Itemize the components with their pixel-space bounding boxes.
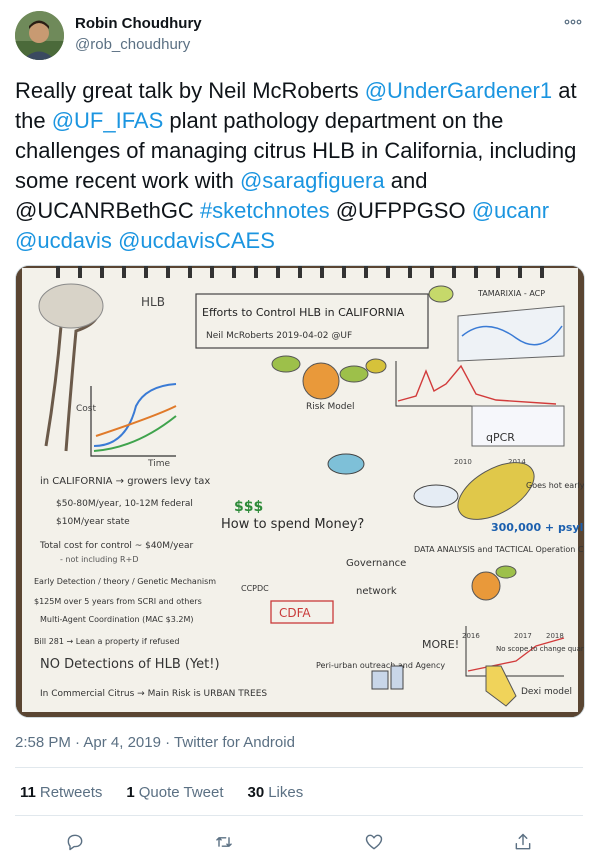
bill-281: Bill 281 → Lean a property if refused bbox=[34, 637, 179, 646]
ccpdc-label: CCPDC bbox=[241, 584, 269, 593]
tamarixia-label: TAMARIXIA - ACP bbox=[477, 289, 545, 298]
psyllids-tested: 300,000 + psyllids tested! bbox=[491, 521, 584, 534]
commercial-citrus: In Commercial Citrus → Main Risk is URBA… bbox=[40, 689, 267, 699]
more-options-button[interactable] bbox=[563, 12, 583, 32]
reply-button[interactable] bbox=[58, 825, 92, 859]
scri-funding: $125M over 5 years from SCRI and others bbox=[34, 597, 202, 606]
no-scope: No scope to change quarantine bbox=[496, 645, 584, 653]
tweet-text-part: Really great talk by Neil McRoberts bbox=[15, 78, 365, 103]
year-label: 2018 bbox=[546, 632, 564, 640]
not-including: - not including R+D bbox=[60, 555, 138, 564]
sketchnote-image: HLB Cost Time Efforts to Control HLB in … bbox=[16, 266, 584, 717]
multi-agent: Multi-Agent Coordination (MAC $3.2M) bbox=[40, 615, 193, 624]
data-analysis: DATA ANALYSIS and TACTICAL Operation Cen… bbox=[414, 545, 584, 554]
divider bbox=[15, 767, 583, 768]
time-label: Time bbox=[147, 459, 170, 469]
retweets-stat[interactable]: 11 Retweets bbox=[20, 784, 103, 801]
goes-hot-label: Goes hot early, trees late bbox=[526, 481, 584, 490]
reply-icon bbox=[67, 834, 83, 851]
hlb-label: HLB bbox=[141, 295, 165, 309]
year-label: 2010 bbox=[454, 458, 472, 466]
tweet-text-part: at the bbox=[15, 78, 577, 133]
tweet-timestamp[interactable]: 2:58 PM · Apr 4, 2019 · Twitter for Andr… bbox=[15, 734, 295, 751]
cdfa-label: CDFA bbox=[279, 606, 311, 620]
network-label: network bbox=[356, 586, 397, 597]
governance-label: Governance bbox=[346, 558, 406, 569]
year-label: 2014 bbox=[508, 458, 526, 466]
california-label: in CALIFORNIA → growers levy tax bbox=[40, 476, 210, 487]
tweet-text-part: and @UCANRBethGC bbox=[15, 168, 428, 223]
qpcr-label: qPCR bbox=[486, 431, 515, 444]
sketch-title: Efforts to Control HLB in CALIFORNIA bbox=[202, 306, 405, 319]
dollar-signs: $$$ bbox=[234, 499, 263, 515]
tweet-time[interactable]: 2:58 PM bbox=[15, 734, 71, 751]
mention-link[interactable]: @UF_IFAS bbox=[51, 108, 164, 133]
tweet-text-part: plant pathology department on the challe… bbox=[15, 108, 577, 193]
meta-separator: · bbox=[75, 734, 81, 751]
year-label: 2017 bbox=[514, 632, 532, 640]
tweet-text-part: @UFPPGSO bbox=[329, 198, 472, 223]
retweet-button[interactable] bbox=[207, 825, 241, 859]
avatar-image bbox=[15, 11, 64, 60]
author-name[interactable]: Robin Choudhury bbox=[75, 15, 202, 32]
avatar[interactable] bbox=[15, 11, 64, 60]
author-handle[interactable]: @rob_choudhury bbox=[75, 36, 191, 53]
cost-label: Cost bbox=[76, 404, 96, 414]
mention-link[interactable]: @ucanr bbox=[471, 198, 550, 223]
likes-stat[interactable]: 30 Likes bbox=[247, 784, 304, 801]
mention-link[interactable]: @saragfiguera bbox=[239, 168, 385, 193]
tweet-date[interactable]: Apr 4, 2019 bbox=[83, 734, 161, 751]
tweet-stats: 11 Retweets 1 Quote Tweet 30 Likes bbox=[20, 784, 303, 801]
peri-urban: Peri-urban outreach and Agency bbox=[316, 661, 445, 670]
mention-link[interactable]: @UnderGardener1 bbox=[364, 78, 553, 103]
dexi-model: Dexi model bbox=[521, 687, 572, 697]
money-line1: $50-80M/year, 10-12M federal bbox=[56, 499, 193, 509]
no-detections: NO Detections of HLB (Yet!) bbox=[40, 657, 220, 672]
how-to-spend: How to spend Money? bbox=[221, 517, 364, 532]
divider bbox=[15, 815, 583, 816]
mention-link[interactable]: @ucdavis bbox=[15, 228, 112, 253]
money-line2: $10M/year state bbox=[56, 517, 130, 527]
tweet-text: Really great talk by Neil McRoberts @Und… bbox=[15, 76, 583, 256]
mention-link[interactable]: @ucdavisCAES bbox=[118, 228, 275, 253]
tweet-source[interactable]: Twitter for Android bbox=[174, 734, 295, 751]
share-button[interactable] bbox=[506, 825, 540, 859]
retweet-icon bbox=[216, 837, 233, 847]
share-icon bbox=[515, 833, 531, 850]
tweet-media-image[interactable]: HLB Cost Time Efforts to Control HLB in … bbox=[15, 265, 585, 718]
more-icon bbox=[564, 19, 582, 25]
early-detection: Early Detection / theory / Genetic Mecha… bbox=[34, 577, 216, 586]
year-label: 2016 bbox=[462, 632, 480, 640]
like-button[interactable] bbox=[357, 825, 391, 859]
sketch-subtitle: Neil McRoberts 2019-04-02 @UF bbox=[206, 331, 352, 341]
total-cost: Total cost for control ~ $40M/year bbox=[39, 541, 193, 551]
tweet-actions bbox=[0, 825, 598, 859]
more-label: MORE! bbox=[422, 638, 459, 651]
heart-icon bbox=[365, 834, 382, 850]
quote-tweets-stat[interactable]: 1 Quote Tweet bbox=[126, 784, 224, 801]
hashtag-link[interactable]: #sketchnotes bbox=[199, 198, 330, 223]
meta-separator: · bbox=[165, 734, 171, 751]
risk-model-label: Risk Model bbox=[306, 402, 355, 412]
